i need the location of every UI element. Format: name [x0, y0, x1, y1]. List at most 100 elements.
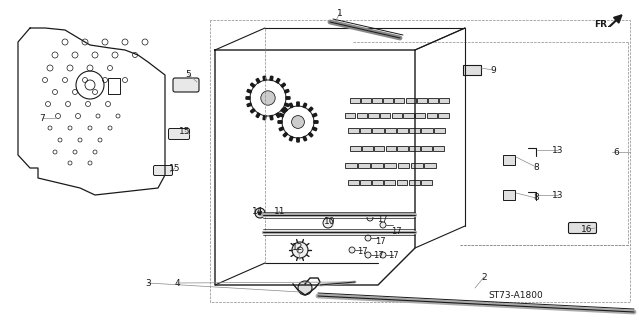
Text: 17: 17: [388, 252, 398, 260]
Polygon shape: [309, 132, 313, 137]
Text: 4: 4: [174, 278, 180, 287]
Bar: [503, 190, 515, 200]
FancyBboxPatch shape: [569, 222, 596, 234]
Bar: [373, 98, 382, 102]
Bar: [373, 180, 383, 185]
Bar: [433, 146, 444, 150]
Bar: [397, 146, 408, 150]
Text: 1: 1: [337, 9, 343, 18]
Bar: [385, 180, 396, 185]
Circle shape: [367, 215, 373, 221]
Circle shape: [365, 235, 371, 241]
Text: 6: 6: [613, 148, 619, 156]
Bar: [415, 113, 426, 117]
Polygon shape: [279, 127, 284, 131]
Bar: [360, 180, 371, 185]
Bar: [427, 98, 438, 102]
Bar: [345, 163, 357, 167]
Text: 8: 8: [533, 194, 539, 203]
Polygon shape: [276, 78, 280, 83]
Bar: [385, 127, 396, 132]
FancyBboxPatch shape: [169, 129, 190, 140]
Bar: [361, 98, 371, 102]
Circle shape: [292, 242, 308, 258]
Text: 17: 17: [376, 215, 387, 225]
Polygon shape: [289, 136, 293, 141]
Bar: [421, 180, 432, 185]
Circle shape: [380, 252, 386, 258]
Text: 15: 15: [180, 126, 191, 135]
Polygon shape: [296, 102, 299, 106]
Polygon shape: [250, 83, 255, 87]
Text: 10: 10: [324, 217, 335, 226]
Polygon shape: [263, 76, 266, 81]
Text: 12: 12: [292, 244, 304, 252]
Text: 16: 16: [581, 225, 593, 234]
Bar: [374, 146, 385, 150]
Bar: [397, 163, 410, 167]
Text: 15: 15: [169, 164, 181, 172]
Circle shape: [255, 208, 265, 218]
Polygon shape: [296, 138, 299, 142]
Circle shape: [261, 91, 275, 105]
Text: ST73-A1800: ST73-A1800: [489, 292, 543, 300]
Polygon shape: [256, 113, 260, 118]
Bar: [410, 146, 420, 150]
Polygon shape: [281, 108, 286, 113]
Polygon shape: [283, 132, 288, 137]
Polygon shape: [281, 83, 286, 87]
Polygon shape: [276, 113, 280, 118]
Text: 17: 17: [373, 252, 383, 260]
Text: 17: 17: [374, 237, 385, 246]
Polygon shape: [314, 121, 318, 123]
Bar: [368, 113, 379, 117]
Polygon shape: [312, 113, 317, 117]
FancyBboxPatch shape: [153, 165, 173, 175]
Circle shape: [380, 222, 386, 228]
Circle shape: [291, 116, 304, 128]
Bar: [350, 146, 360, 150]
Bar: [397, 180, 408, 185]
Bar: [383, 98, 394, 102]
Circle shape: [349, 247, 355, 253]
Circle shape: [365, 252, 371, 258]
Bar: [463, 65, 481, 75]
Bar: [358, 163, 370, 167]
Bar: [424, 163, 436, 167]
Bar: [394, 98, 404, 102]
Bar: [345, 113, 355, 117]
Bar: [409, 180, 420, 185]
Polygon shape: [284, 89, 289, 93]
Bar: [403, 113, 414, 117]
Polygon shape: [279, 113, 284, 117]
Text: 5: 5: [185, 69, 191, 78]
Bar: [348, 127, 359, 132]
Polygon shape: [286, 97, 290, 99]
Text: 13: 13: [552, 190, 564, 199]
Bar: [373, 127, 383, 132]
Circle shape: [258, 211, 262, 215]
Bar: [427, 113, 437, 117]
Polygon shape: [246, 97, 250, 99]
Bar: [392, 113, 402, 117]
Bar: [397, 127, 408, 132]
Polygon shape: [312, 127, 317, 131]
Polygon shape: [250, 108, 255, 113]
Bar: [417, 98, 427, 102]
Polygon shape: [270, 116, 273, 120]
Polygon shape: [263, 116, 266, 120]
Circle shape: [298, 281, 312, 295]
Text: 13: 13: [552, 146, 564, 155]
Bar: [409, 127, 420, 132]
Bar: [357, 113, 367, 117]
Bar: [438, 113, 449, 117]
Text: 9: 9: [490, 66, 496, 75]
Text: FR.: FR.: [594, 20, 610, 28]
Polygon shape: [247, 89, 252, 93]
Text: 8: 8: [533, 163, 539, 172]
Text: 2: 2: [481, 273, 487, 282]
Bar: [348, 180, 359, 185]
Bar: [406, 98, 415, 102]
Polygon shape: [278, 121, 282, 123]
Circle shape: [323, 218, 333, 228]
